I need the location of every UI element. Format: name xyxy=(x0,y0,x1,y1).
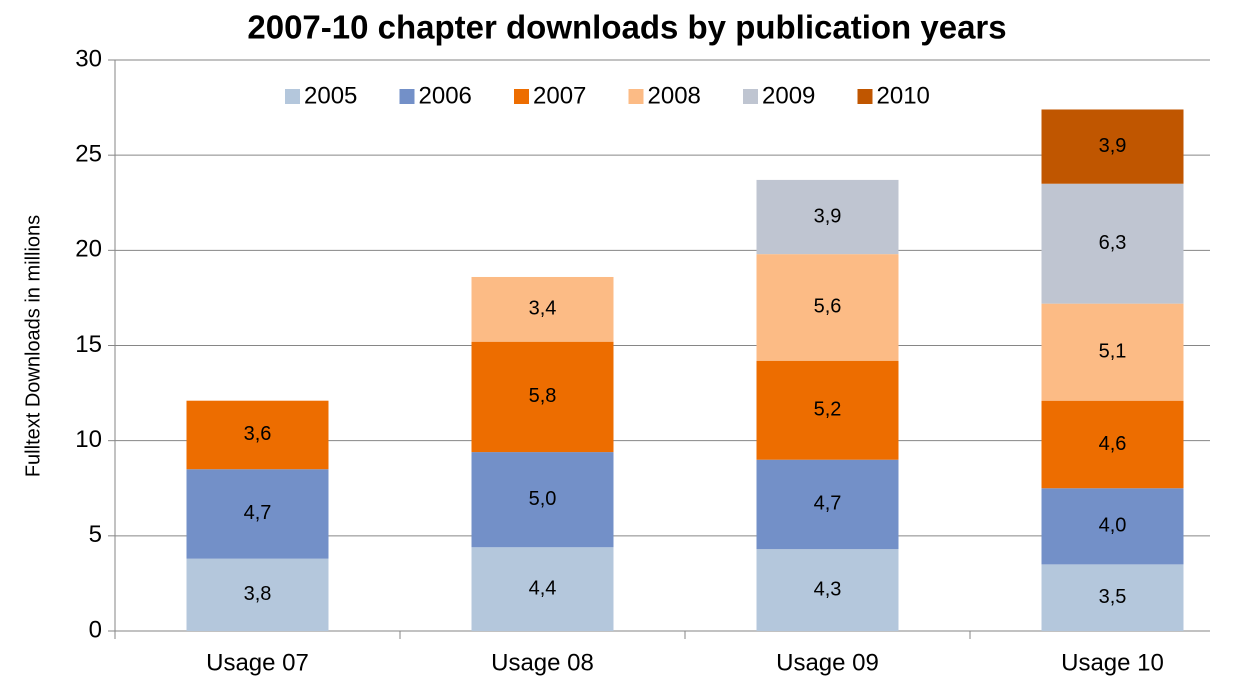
bar-segment xyxy=(1041,303,1184,401)
data-label: 4,6 xyxy=(1099,433,1127,455)
y-tick-label: 0 xyxy=(89,616,102,643)
legend-swatch xyxy=(399,89,415,104)
data-label: 6,3 xyxy=(1099,232,1127,254)
data-label: 4,3 xyxy=(814,578,842,600)
y-tick-label: 25 xyxy=(75,141,102,168)
x-tick-label: Usage 10 xyxy=(1061,649,1164,676)
bar-segment xyxy=(756,179,899,255)
bar-segment xyxy=(186,469,329,559)
data-label: 3,5 xyxy=(1099,586,1127,608)
y-tick-label: 10 xyxy=(75,426,102,453)
bar-segment xyxy=(756,549,899,631)
x-tick-label: Usage 07 xyxy=(206,649,309,676)
y-tick-label: 20 xyxy=(75,236,102,263)
legend-label: 2010 xyxy=(877,82,930,109)
y-tick-label: 30 xyxy=(75,45,102,72)
y-axis-label: Fulltext Downloads in millions xyxy=(22,215,44,477)
legend-swatch xyxy=(285,89,300,104)
legend-swatch xyxy=(514,89,529,104)
data-label: 3,9 xyxy=(814,205,842,227)
legend-label: 2005 xyxy=(304,82,357,109)
bar-segment xyxy=(1041,564,1184,631)
data-label: 5,1 xyxy=(1099,340,1127,362)
legend-swatch xyxy=(628,89,644,104)
bar-segment xyxy=(471,341,614,453)
data-label: 5,2 xyxy=(814,398,842,420)
bar-segment xyxy=(756,459,899,550)
legend-label: 2007 xyxy=(533,82,586,109)
bar-segment xyxy=(471,547,614,631)
data-label: 3,9 xyxy=(1099,135,1127,157)
bar-segment xyxy=(471,452,614,548)
bar-segment xyxy=(471,276,614,342)
chart-title: 2007-10 chapter downloads by publication… xyxy=(247,9,1006,46)
data-label: 3,6 xyxy=(244,423,272,445)
data-label: 5,0 xyxy=(529,488,557,510)
legend-swatch xyxy=(857,89,873,104)
bar-segment xyxy=(756,254,899,361)
bar-segment xyxy=(1041,183,1184,304)
data-label: 3,8 xyxy=(244,583,272,605)
data-label: 4,0 xyxy=(1099,515,1127,537)
data-label: 5,6 xyxy=(814,296,842,318)
bar-segment xyxy=(1041,488,1184,565)
data-label: 5,8 xyxy=(529,385,557,407)
legend-label: 2008 xyxy=(648,82,701,109)
bar-segment xyxy=(1041,109,1184,184)
y-tick-label: 15 xyxy=(75,331,102,358)
data-label: 3,4 xyxy=(529,298,557,320)
data-label: 4,7 xyxy=(814,493,842,515)
bar-segment xyxy=(186,558,329,631)
x-tick-label: Usage 08 xyxy=(491,649,594,676)
bar-segment xyxy=(186,400,329,470)
bar-segment xyxy=(756,360,899,460)
data-label: 4,4 xyxy=(529,577,557,599)
x-tick-label: Usage 09 xyxy=(776,649,879,676)
data-label: 4,7 xyxy=(244,502,272,524)
y-tick-label: 5 xyxy=(89,521,102,548)
legend-label: 2006 xyxy=(419,82,472,109)
legend-swatch xyxy=(743,89,758,104)
bar-segment xyxy=(1041,400,1184,489)
legend-label: 2009 xyxy=(762,82,815,109)
